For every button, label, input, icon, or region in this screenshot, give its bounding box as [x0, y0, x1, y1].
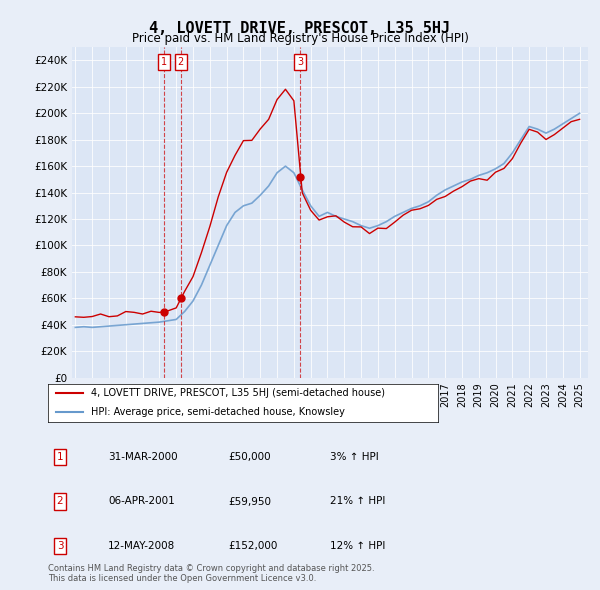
Text: 06-APR-2001: 06-APR-2001 [108, 497, 175, 506]
Text: £59,950: £59,950 [228, 497, 271, 506]
Text: HPI: Average price, semi-detached house, Knowsley: HPI: Average price, semi-detached house,… [91, 407, 345, 417]
Text: £50,000: £50,000 [228, 453, 271, 462]
Text: 21% ↑ HPI: 21% ↑ HPI [330, 497, 385, 506]
Text: Contains HM Land Registry data © Crown copyright and database right 2025.
This d: Contains HM Land Registry data © Crown c… [48, 563, 374, 583]
Text: 1: 1 [161, 57, 167, 67]
Text: 2: 2 [56, 497, 64, 506]
Text: 4, LOVETT DRIVE, PRESCOT, L35 5HJ (semi-detached house): 4, LOVETT DRIVE, PRESCOT, L35 5HJ (semi-… [91, 388, 385, 398]
Text: 31-MAR-2000: 31-MAR-2000 [108, 453, 178, 462]
Text: 3: 3 [297, 57, 303, 67]
Text: 12% ↑ HPI: 12% ↑ HPI [330, 541, 385, 550]
Text: 3: 3 [56, 541, 64, 550]
Text: 4, LOVETT DRIVE, PRESCOT, L35 5HJ: 4, LOVETT DRIVE, PRESCOT, L35 5HJ [149, 21, 451, 35]
Text: 1: 1 [56, 453, 64, 462]
Text: 3% ↑ HPI: 3% ↑ HPI [330, 453, 379, 462]
Text: 12-MAY-2008: 12-MAY-2008 [108, 541, 175, 550]
Text: 2: 2 [178, 57, 184, 67]
Text: Price paid vs. HM Land Registry's House Price Index (HPI): Price paid vs. HM Land Registry's House … [131, 32, 469, 45]
Text: £152,000: £152,000 [228, 541, 277, 550]
